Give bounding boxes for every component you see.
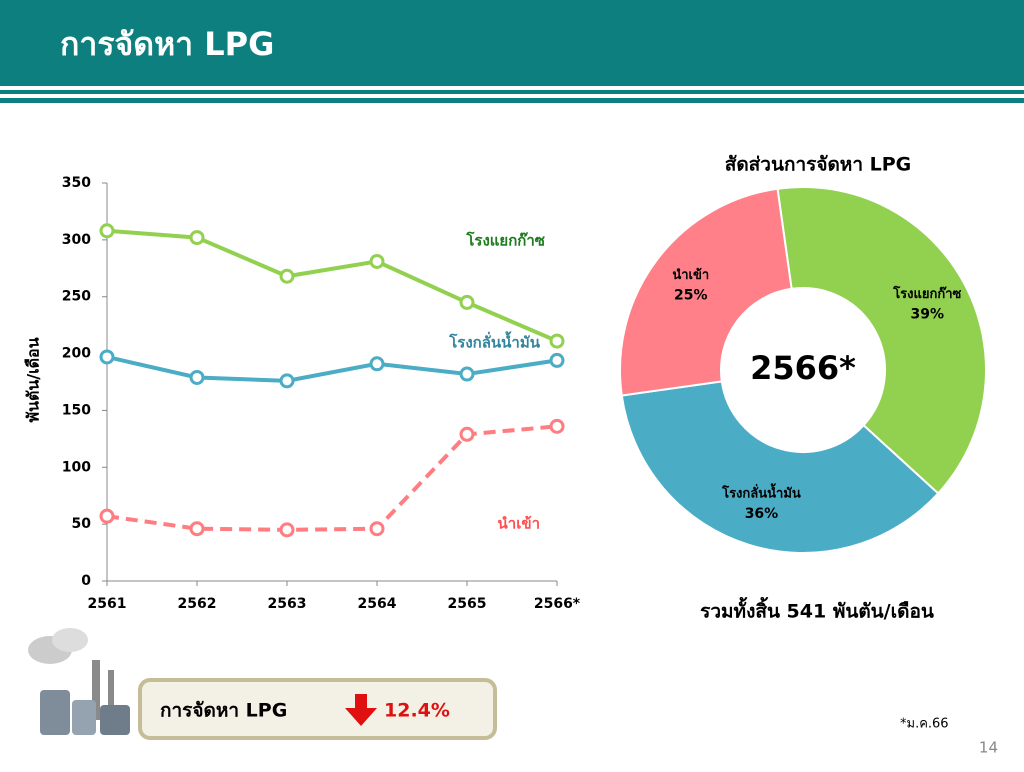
slice-value-label: 39% xyxy=(911,306,945,322)
x-tick-label: 2562 xyxy=(178,596,217,612)
y-tick-label: 300 xyxy=(62,232,91,248)
slice-value-label: 25% xyxy=(674,287,708,303)
y-tick-label: 250 xyxy=(62,289,91,305)
footnote: *ม.ค.66 xyxy=(900,717,949,732)
series-line xyxy=(106,424,558,532)
summary-box xyxy=(138,678,497,740)
center-label: 2566* xyxy=(750,349,856,387)
header-line xyxy=(0,90,1024,94)
data-point xyxy=(189,230,205,246)
y-axis-label: พันตัน/เดือน xyxy=(24,337,43,422)
pie-slice xyxy=(776,186,987,495)
header-bar xyxy=(0,0,1024,86)
pie-title: สัดส่วนการจัดหา LPG xyxy=(725,154,911,176)
data-point xyxy=(369,253,385,269)
data-point xyxy=(99,508,115,524)
x-tick-label: 2565 xyxy=(448,596,487,612)
data-point xyxy=(99,223,115,239)
pie-slice xyxy=(619,187,793,397)
summary-change: 12.4% xyxy=(384,700,450,722)
y-tick-label: 150 xyxy=(62,402,91,418)
data-point xyxy=(549,333,565,349)
data-point xyxy=(279,373,295,389)
x-tick-label: 2563 xyxy=(268,596,307,612)
pie-slice xyxy=(620,380,940,554)
data-point xyxy=(369,356,385,372)
data-point xyxy=(189,521,205,537)
slice-label: โรงแยกก๊าซ xyxy=(892,285,961,302)
x-tick-label: 2564 xyxy=(358,596,397,612)
series-line xyxy=(106,228,558,343)
data-point xyxy=(369,521,385,537)
series-label: โรงกลั่นน้ำมัน xyxy=(448,331,541,352)
x-tick-label: 2561 xyxy=(88,596,127,612)
data-point xyxy=(99,349,115,365)
factory-icon xyxy=(28,628,130,735)
total-text: รวมทั้งสิ้น 541 พันตัน/เดือน xyxy=(700,597,934,623)
data-point xyxy=(549,418,565,434)
data-point xyxy=(459,366,475,382)
slide-title: การจัดหา LPG xyxy=(60,25,274,63)
y-tick-label: 350 xyxy=(62,175,91,191)
data-point xyxy=(279,268,295,284)
slice-label: โรงกลั่นน้ำมัน xyxy=(721,483,801,502)
series-label: นำเข้า xyxy=(498,515,540,533)
data-point xyxy=(189,369,205,385)
x-tick-label: 2566* xyxy=(534,596,581,612)
slice-value-label: 36% xyxy=(745,506,779,522)
data-point xyxy=(459,426,475,442)
series-line xyxy=(106,355,558,383)
down-arrow xyxy=(345,694,377,726)
summary-label: การจัดหา LPG xyxy=(160,700,287,722)
page-number: 14 xyxy=(979,739,998,757)
data-point xyxy=(279,522,295,538)
y-tick-label: 200 xyxy=(62,346,91,362)
y-tick-label: 50 xyxy=(72,516,92,532)
data-point xyxy=(549,352,565,368)
slice-label: นำเข้า xyxy=(672,267,709,283)
header-line xyxy=(0,98,1024,103)
series-label: โรงแยกก๊าซ xyxy=(465,231,545,250)
y-tick-label: 0 xyxy=(81,573,91,589)
y-tick-label: 100 xyxy=(62,459,91,475)
data-point xyxy=(459,294,475,310)
